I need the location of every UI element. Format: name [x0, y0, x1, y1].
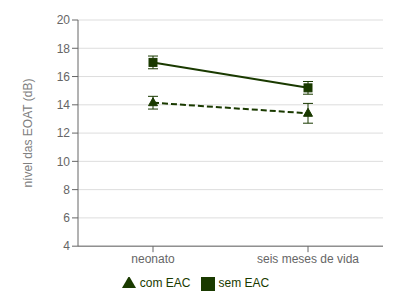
svg-text:seis meses de vida: seis meses de vida: [257, 252, 359, 266]
svg-text:4: 4: [63, 239, 70, 253]
svg-text:8: 8: [63, 183, 70, 197]
html-text:com EAC: com EAC: [139, 276, 191, 291]
svg-text:14: 14: [57, 98, 71, 112]
svg-text:6: 6: [63, 211, 70, 225]
svg-text:20: 20: [57, 13, 71, 27]
svg-text:neonato: neonato: [131, 252, 175, 266]
svg-text:nível das EOAT (dB): nível das EOAT (dB): [21, 79, 35, 188]
svg-text:18: 18: [57, 42, 71, 56]
html-text:sem EAC: sem EAC: [218, 276, 270, 291]
svg-text:12: 12: [57, 126, 71, 140]
svg-text:16: 16: [57, 70, 71, 84]
svg-text:10: 10: [57, 155, 71, 169]
